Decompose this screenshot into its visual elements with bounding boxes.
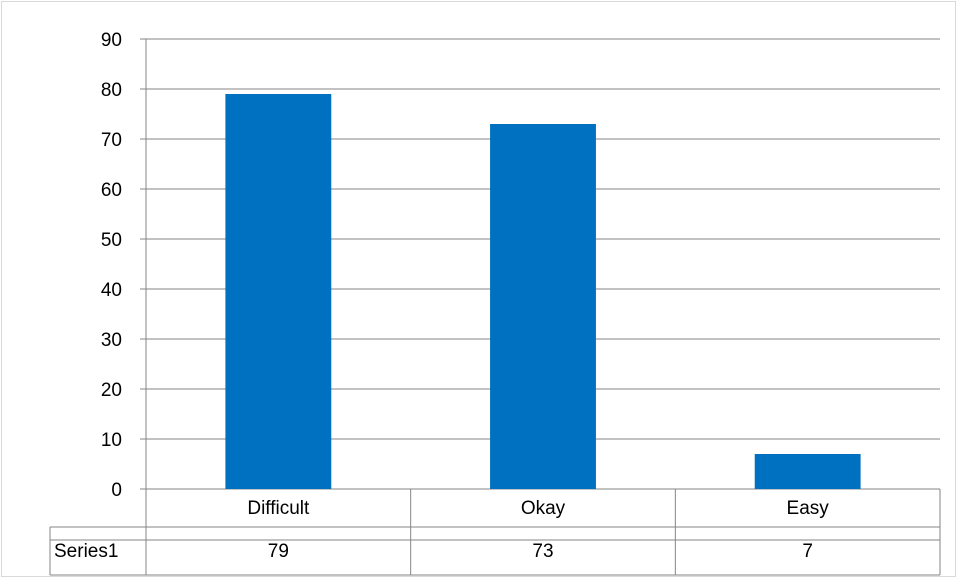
category-label-difficult: Difficult (247, 498, 310, 519)
y-tick-label: 90 (101, 30, 122, 51)
y-tick-label: 10 (101, 430, 122, 451)
y-tick-label: 40 (101, 280, 122, 301)
y-tick-label: 80 (101, 80, 122, 101)
series-name-label: Series1 (54, 541, 118, 562)
data-table: Difficult Okay Easy Series1 79 73 7 (49, 489, 941, 576)
y-tick-label: 0 (111, 480, 122, 501)
y-axis-tick-labels: 0 10 20 30 40 50 60 70 80 90 (101, 30, 122, 501)
bar-okay (490, 124, 596, 489)
y-tick-label: 60 (101, 180, 122, 201)
data-value-okay: 73 (532, 541, 553, 562)
bars (225, 94, 861, 489)
y-tick-label: 30 (101, 330, 122, 351)
category-label-okay: Okay (521, 498, 566, 519)
data-value-easy: 7 (802, 541, 813, 562)
bar-difficult (225, 94, 332, 489)
data-value-difficult: 79 (268, 541, 289, 562)
y-tick-label: 20 (101, 380, 122, 401)
y-tick-label: 70 (101, 130, 122, 151)
bar-easy (754, 454, 861, 489)
category-label-easy: Easy (787, 498, 830, 519)
y-tick-label: 50 (101, 230, 122, 251)
